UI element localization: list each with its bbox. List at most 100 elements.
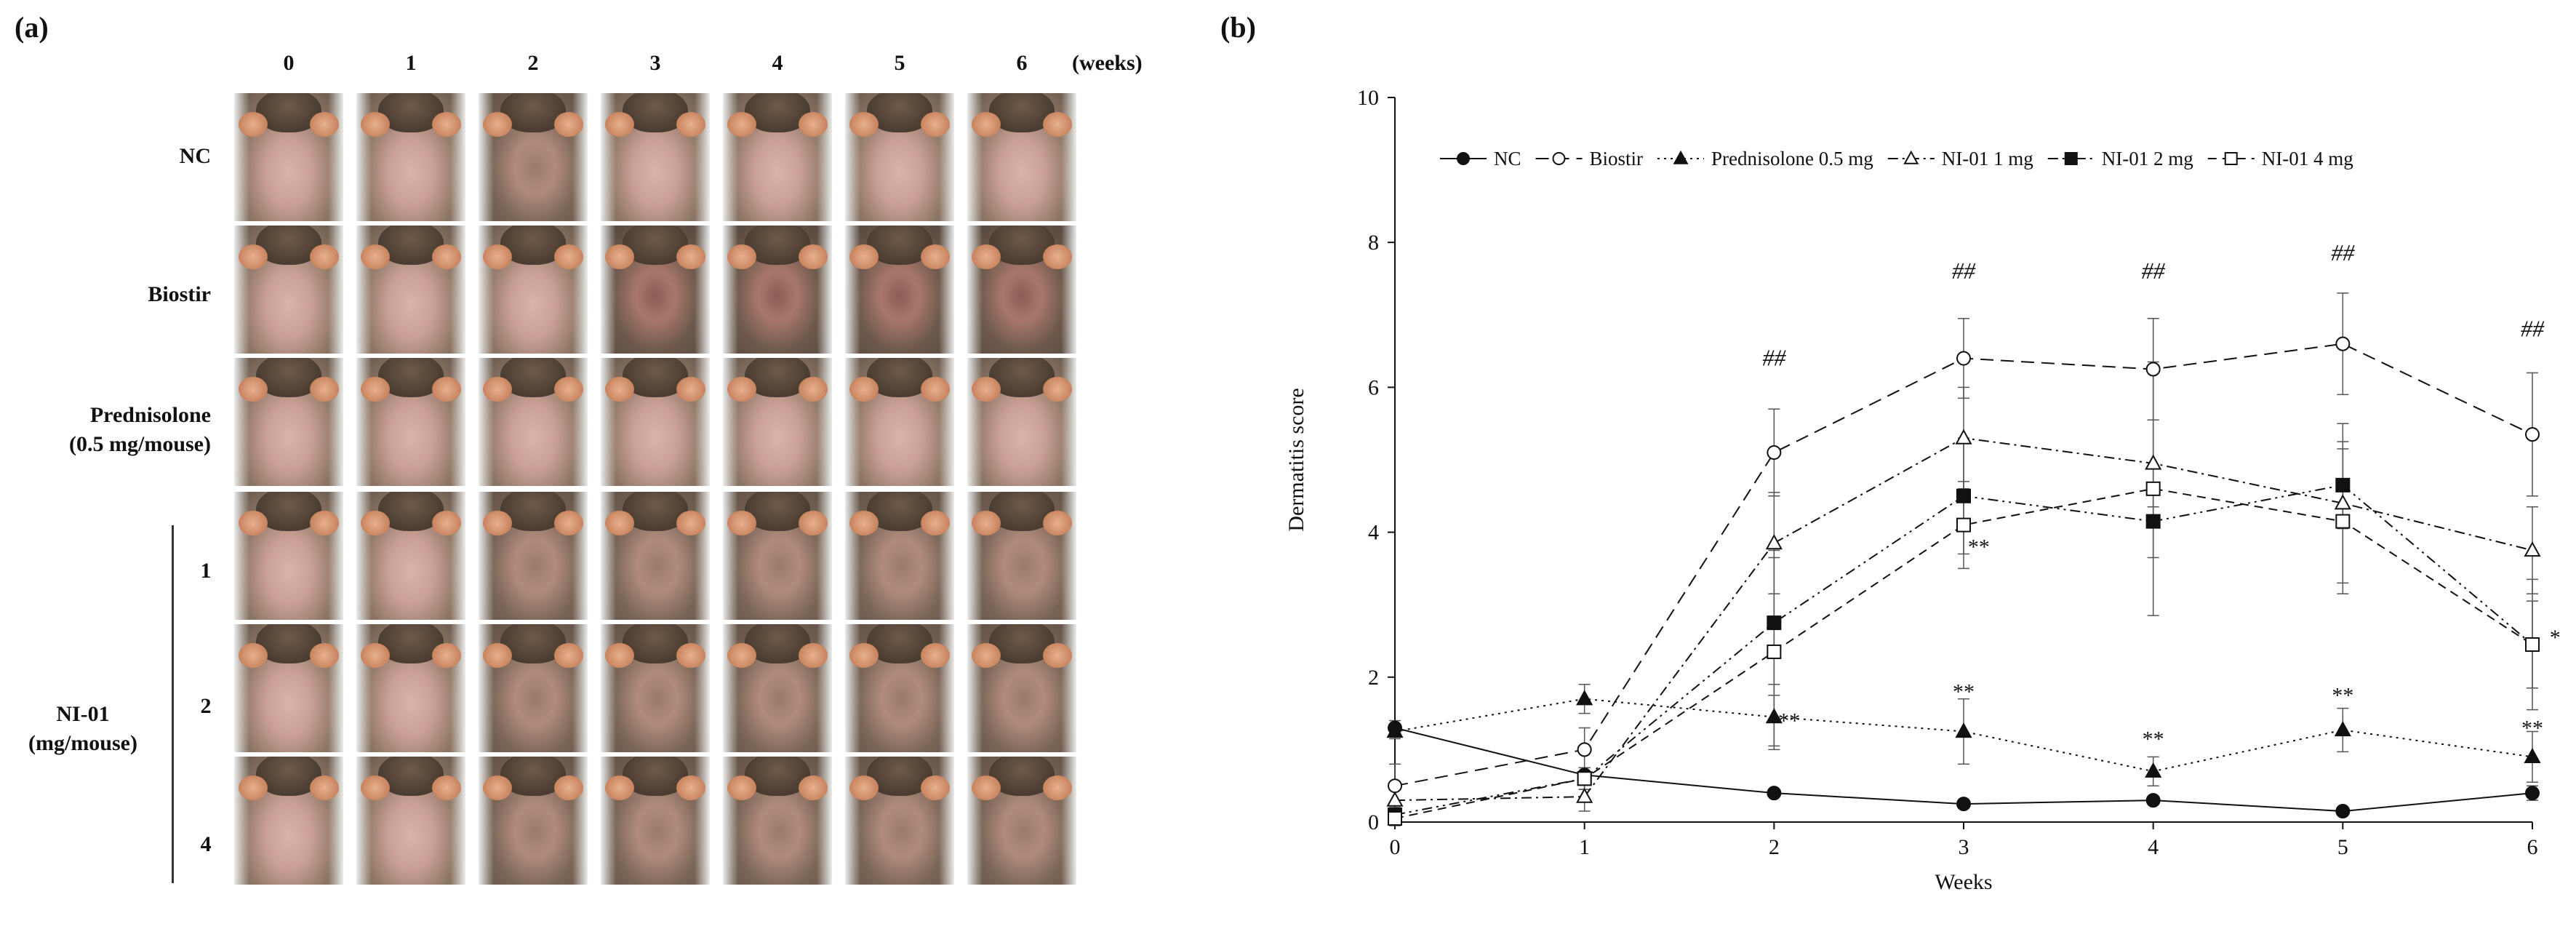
x-tick-label: 2 xyxy=(1769,835,1780,859)
data-point xyxy=(1577,742,1592,757)
significance-mark: ** xyxy=(1953,680,1975,704)
data-point xyxy=(2525,786,2540,801)
significance-mark: ## xyxy=(2142,258,2166,284)
data-point xyxy=(1955,722,1972,738)
significance-mark: ** xyxy=(1778,709,1800,733)
dose-label-1: 1 xyxy=(200,559,212,583)
legend-marker-5 xyxy=(2224,152,2238,165)
significance-mark: ** xyxy=(1968,535,1990,559)
mouse-photo xyxy=(234,757,343,885)
mouse-photo xyxy=(234,358,343,486)
x-tick-label: 6 xyxy=(2527,835,2538,859)
data-point xyxy=(2525,637,2540,652)
data-point xyxy=(1388,778,1402,794)
row-label-ni-01: NI-01 (mg/mouse) xyxy=(3,700,163,758)
data-point xyxy=(2335,514,2351,529)
x-tick-label: 5 xyxy=(2337,835,2348,859)
significance-annotations: #### ######************* xyxy=(1762,239,2560,751)
y-tick-label: 0 xyxy=(1368,810,1379,834)
week-header-4: 4 xyxy=(772,51,783,75)
legend-marker-2 xyxy=(1673,150,1689,164)
mouse-photo xyxy=(601,492,710,620)
legend-label-5: NI-01 4 mg xyxy=(2262,148,2353,170)
data-point xyxy=(1956,517,1971,533)
mouse-photo xyxy=(356,757,465,885)
week-header-5: 5 xyxy=(894,51,905,75)
data-point xyxy=(1955,428,1972,444)
mouse-photo xyxy=(479,757,588,885)
legend-label-1: Biostir xyxy=(1590,148,1644,170)
x-tick-label: 0 xyxy=(1390,835,1401,859)
mouse-photo xyxy=(723,492,832,620)
mouse-photo xyxy=(967,757,1076,885)
mouse-photo xyxy=(234,492,343,620)
mouse-photo xyxy=(479,226,588,354)
week-header-0: 0 xyxy=(283,51,295,75)
mouse-photo xyxy=(479,492,588,620)
mouse-photo xyxy=(845,358,954,486)
x-axis-ticks: 0 1 2 3 4 5 6 xyxy=(1390,822,2538,859)
mouse-photo xyxy=(479,358,588,486)
data-point xyxy=(1576,690,1593,706)
mouse-photo xyxy=(601,624,710,752)
data-point xyxy=(2145,793,2161,808)
data-point xyxy=(2335,804,2351,819)
significance-mark: ** xyxy=(2521,716,2543,740)
mouse-photo xyxy=(356,624,465,752)
row-label-biostir: Biostir xyxy=(148,282,211,306)
data-point xyxy=(1956,351,1971,366)
significance-mark: ## xyxy=(1762,345,1786,371)
chart-legend: NC Biostir Prednisolone 0.5 mg NI-01 1 mg NI… xyxy=(1440,148,2353,170)
data-point xyxy=(2525,427,2540,442)
significance-mark: ## xyxy=(2331,239,2355,266)
data-point xyxy=(1386,791,1404,807)
mouse-photo xyxy=(967,226,1076,354)
significance-mark: ## xyxy=(1952,258,1976,284)
x-tick-label: 4 xyxy=(2148,835,2159,859)
week-unit-label: (weeks) xyxy=(1072,51,1143,75)
mouse-photo xyxy=(845,93,954,221)
mouse-photo xyxy=(234,624,343,752)
dermatitis-score-chart: 0 2 4 6 8 10 0 1 2 3 4 5 6 Dermatitis score Weeks #… xyxy=(1284,86,2560,894)
legend-marker-1 xyxy=(1552,152,1566,165)
data-point xyxy=(2145,762,2162,778)
legend-label-2: Prednisolone 0.5 mg xyxy=(1711,148,1873,170)
week-header-6: 6 xyxy=(1016,51,1028,75)
mouse-photo xyxy=(234,93,343,221)
significance-mark: ** xyxy=(2143,727,2164,751)
y-tick-label: 10 xyxy=(1357,86,1379,110)
mouse-photo xyxy=(967,624,1076,752)
data-point xyxy=(1956,797,1971,812)
significance-mark: ## xyxy=(2521,316,2545,342)
y-tick-label: 6 xyxy=(1368,375,1379,399)
dose-label-4: 4 xyxy=(200,832,212,856)
mouse-photo xyxy=(967,93,1076,221)
data-point xyxy=(1767,786,1782,801)
row-label-prednisolone-dose: (0.5 mg/mouse) xyxy=(69,432,211,456)
x-axis-title: Weeks xyxy=(1935,870,1992,894)
legend-marker-3 xyxy=(1903,150,1919,164)
mouse-photo xyxy=(601,93,710,221)
mouse-photo xyxy=(356,358,465,486)
y-tick-label: 8 xyxy=(1368,231,1379,255)
data-point xyxy=(1765,534,1783,550)
mouse-photo xyxy=(479,624,588,752)
data-point xyxy=(2145,514,2161,529)
mouse-photo xyxy=(601,226,710,354)
data-point xyxy=(2335,336,2351,351)
mouse-photo xyxy=(479,93,588,221)
mouse-photo xyxy=(845,226,954,354)
data-point xyxy=(1388,811,1402,826)
data-point xyxy=(2145,362,2161,377)
significance-mark: ** xyxy=(2332,684,2353,708)
mouse-photo xyxy=(356,93,465,221)
mouse-photo xyxy=(356,226,465,354)
mouse-photo xyxy=(723,226,832,354)
week-header-2: 2 xyxy=(527,51,539,75)
mouse-photo xyxy=(967,492,1076,620)
row-label-prednisolone: Prednisolone xyxy=(89,403,211,427)
ni-01-unit: (mg/mouse) xyxy=(28,731,137,755)
row-label-nc: NC xyxy=(179,144,211,168)
panel-b-label: (b) xyxy=(1220,11,1256,44)
data-point xyxy=(1765,708,1783,724)
